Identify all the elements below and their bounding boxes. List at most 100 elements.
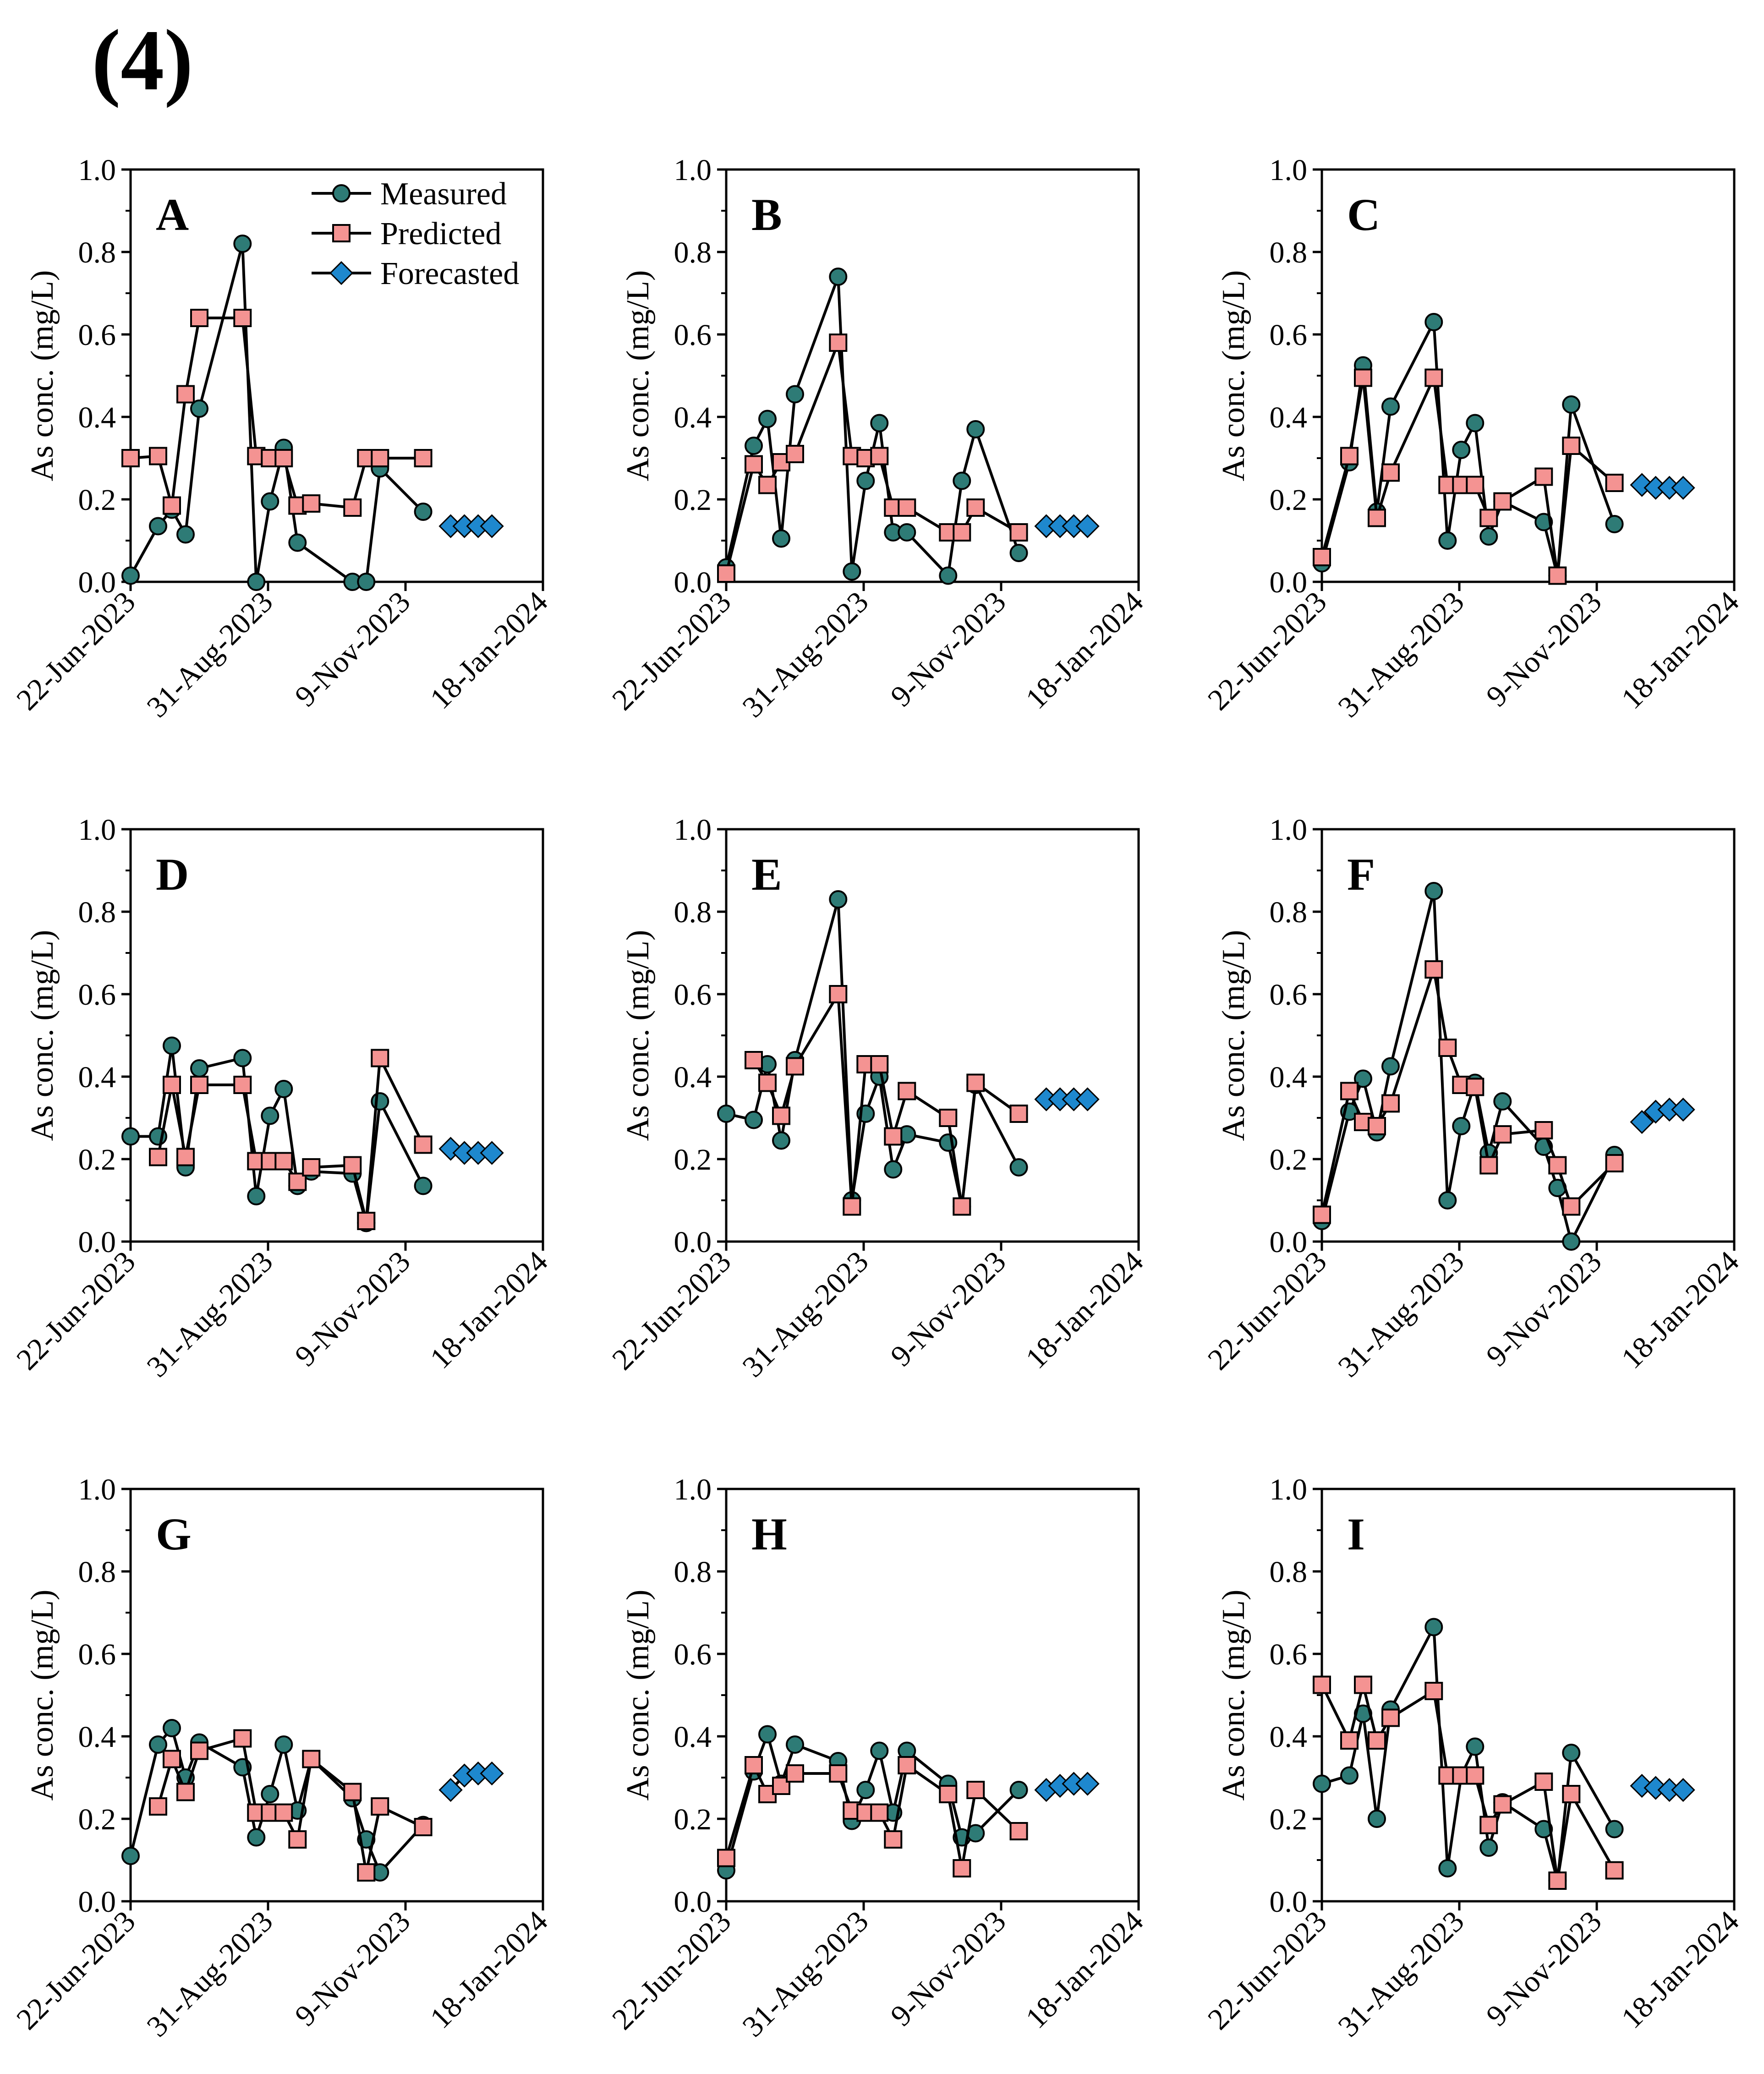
x-tick-label: 18-Jan-2024 — [424, 585, 554, 716]
measured-point — [939, 566, 958, 585]
predicted-point — [190, 309, 208, 327]
predicted-point — [163, 496, 181, 515]
x-tick-label: 31-Aug-2023 — [141, 1245, 279, 1384]
panel-letter: I — [1347, 1509, 1365, 1560]
legend: Measured Predicted Forecasted — [312, 176, 519, 291]
panel-letter: D — [156, 849, 189, 900]
predicted-point — [829, 1764, 848, 1783]
y-tick-label: 1.0 — [1270, 1473, 1308, 1506]
y-tick-label: 0.6 — [78, 1638, 116, 1671]
x-tick-label: 9-Nov-2023 — [289, 1245, 417, 1373]
y-tick-label: 1.0 — [1270, 153, 1308, 187]
predicted-point — [772, 1106, 790, 1125]
predicted-point — [786, 1764, 804, 1783]
x-tick-label: 31-Aug-2023 — [1332, 1904, 1471, 2043]
chart-panel-c: 0.0 0.2 0.4 0.6 0.8 1.0 22-Jun-202331-Aug-2023… — [1201, 153, 1746, 724]
y-tick-label: 1.0 — [674, 1473, 712, 1506]
predicted-point — [898, 1756, 916, 1774]
x-tick-label: 22-Jun-2023 — [606, 1245, 738, 1377]
measured-point — [1424, 313, 1443, 331]
predicted-point — [274, 449, 293, 467]
predicted-point — [1548, 1872, 1567, 1890]
y-tick-label: 0.2 — [1270, 483, 1308, 517]
measured-point — [1562, 1232, 1581, 1251]
y-tick-label: 0.8 — [1270, 236, 1308, 269]
y-tick-label: 0.2 — [78, 1143, 116, 1177]
measured-point — [1479, 527, 1498, 546]
measured-point — [149, 1735, 167, 1754]
predicted-point — [1605, 1154, 1624, 1172]
chart-panel-h: 0.0 0.2 0.4 0.6 0.8 1.0 22-Jun-202331-Aug-2023… — [606, 1473, 1150, 2043]
x-tick-label: 22-Jun-2023 — [1201, 1904, 1333, 2036]
predicted-point — [1562, 1785, 1581, 1803]
measured-point — [261, 492, 279, 511]
measured-point — [1562, 395, 1581, 414]
predicted-point — [1009, 523, 1028, 542]
forecasted-point — [480, 514, 504, 538]
measured-point — [829, 268, 848, 286]
chart-panel-a: 0.0 0.2 0.4 0.6 0.8 1.0 22-Jun-202331-Aug-2023… — [10, 153, 554, 724]
predicted-point — [953, 1197, 971, 1216]
y-tick-label: 1.0 — [1270, 813, 1308, 847]
x-tick-label: 22-Jun-2023 — [606, 585, 738, 717]
predicted-point — [121, 449, 140, 467]
predicted-point — [1605, 474, 1624, 492]
measured-point — [1424, 882, 1443, 900]
measured-point — [870, 1741, 889, 1760]
x-tick-label: 31-Aug-2023 — [1332, 1245, 1471, 1384]
y-axis-title: As conc. (mg/L) — [25, 270, 60, 482]
y-tick-label: 0.2 — [78, 1803, 116, 1836]
x-tick-label: 31-Aug-2023 — [141, 1904, 279, 2043]
predicted-point — [414, 1135, 433, 1154]
y-tick-label: 0.4 — [674, 401, 712, 434]
predicted-point — [357, 1863, 376, 1882]
y-tick-label: 0.2 — [1270, 1143, 1308, 1177]
chart-panel-f: 0.0 0.2 0.4 0.6 0.8 1.0 22-Jun-202331-Aug-2023… — [1201, 813, 1746, 1384]
predicted-point — [1534, 467, 1553, 486]
panel-letter: F — [1347, 849, 1375, 900]
predicted-point — [233, 1729, 252, 1748]
figure-label: (4) — [92, 12, 193, 109]
predicted-point — [1009, 1822, 1028, 1840]
measured-point — [1368, 1810, 1386, 1828]
predicted-point — [233, 309, 252, 327]
predicted-point — [1493, 492, 1512, 511]
predicted-point — [758, 1073, 777, 1092]
x-tick-label: 9-Nov-2023 — [289, 1904, 417, 2033]
x-tick-label: 18-Jan-2024 — [424, 1904, 554, 2035]
measured-point — [274, 1080, 293, 1098]
y-tick-label: 0.4 — [1270, 1720, 1308, 1754]
measured-point — [786, 1735, 804, 1754]
predicted-point — [870, 1055, 889, 1073]
x-tick-label: 31-Aug-2023 — [1332, 585, 1471, 724]
measured-point — [1354, 1069, 1372, 1088]
legend-label-predicted: Predicted — [380, 216, 501, 252]
measured-point — [829, 890, 848, 908]
measured-point — [163, 1036, 181, 1055]
x-tick-label: 31-Aug-2023 — [736, 1245, 875, 1384]
forecasted-point — [1630, 1110, 1654, 1134]
x-tick-label: 31-Aug-2023 — [736, 1904, 875, 2043]
predicted-point — [1354, 368, 1372, 387]
measured-point — [1452, 1117, 1471, 1135]
x-tick-label: 9-Nov-2023 — [884, 1245, 1013, 1373]
x-tick-label: 9-Nov-2023 — [884, 585, 1013, 713]
y-axis-title: As conc. (mg/L) — [620, 1590, 656, 1801]
predicted-point — [843, 1197, 861, 1216]
predicted-point — [953, 523, 971, 542]
y-axis-title: As conc. (mg/L) — [620, 930, 656, 1141]
measured-point — [261, 1106, 279, 1125]
predicted-point — [1493, 1795, 1512, 1814]
legend-marker-predicted — [332, 224, 351, 242]
y-tick-label: 0.0 — [78, 566, 116, 599]
x-tick-label: 9-Nov-2023 — [1480, 1245, 1608, 1373]
y-tick-label: 1.0 — [78, 1473, 116, 1506]
chart-panel-i: 0.0 0.2 0.4 0.6 0.8 1.0 22-Jun-202331-Aug-2023… — [1201, 1473, 1746, 2043]
y-tick-label: 0.6 — [78, 318, 116, 352]
predicted-point — [176, 1148, 195, 1166]
plot-frame — [725, 1488, 1140, 1903]
predicted-point — [966, 498, 985, 517]
measured-point — [1438, 1191, 1457, 1209]
predicted-point — [149, 447, 167, 465]
